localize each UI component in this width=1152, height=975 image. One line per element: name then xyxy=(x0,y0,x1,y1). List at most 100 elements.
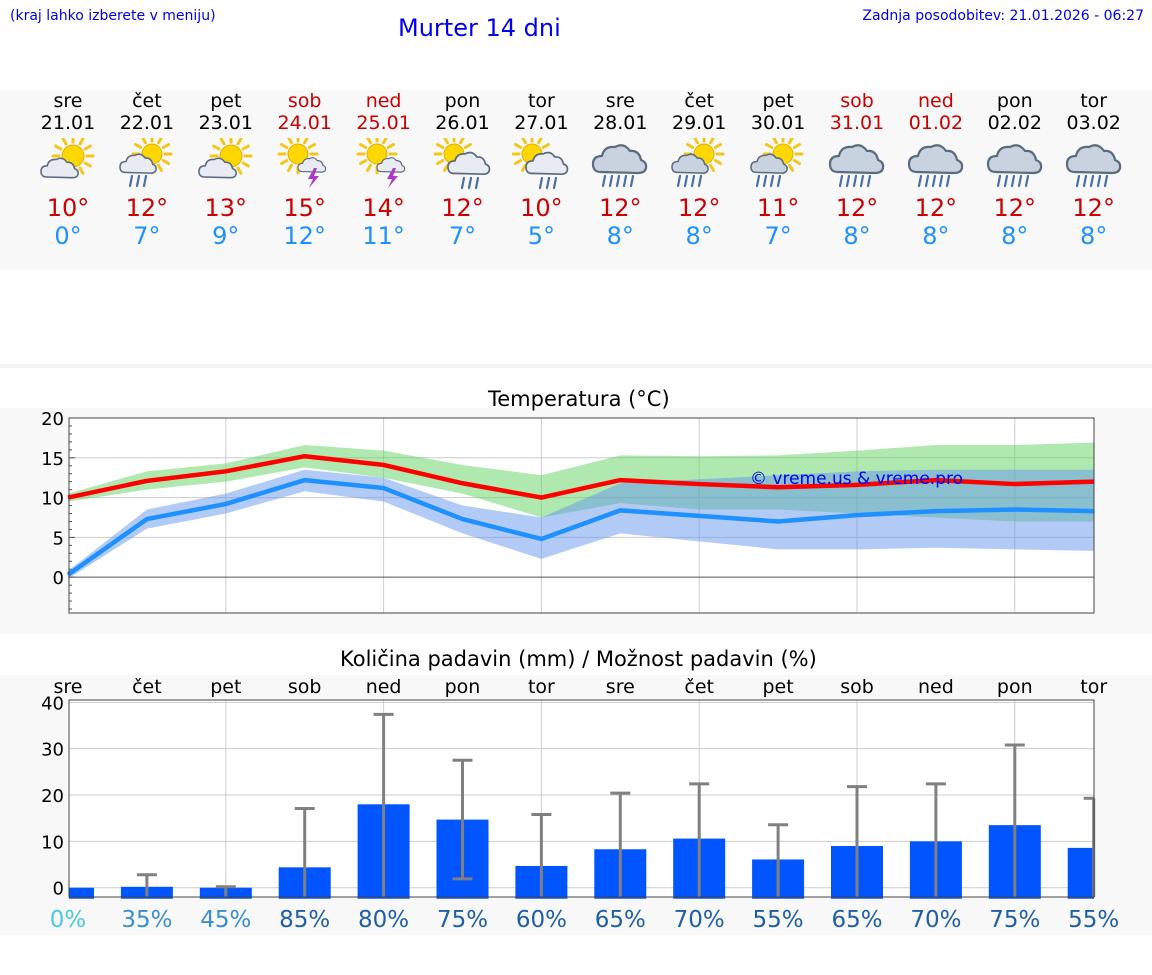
lightning-bolt xyxy=(307,168,319,188)
day-name: ned xyxy=(917,90,954,112)
heavy-rain-icon xyxy=(986,144,1043,188)
precipitation-bar xyxy=(69,887,94,899)
precipitation-plot-frame xyxy=(68,699,1095,898)
x-day-label: sob xyxy=(288,676,322,698)
rain-drops xyxy=(602,174,635,188)
max-temperature: 12° xyxy=(125,194,169,222)
precipitation-probability: 65% xyxy=(595,907,646,933)
forecast-day: tor 27.01 10° 5° xyxy=(501,90,581,250)
min-temperature: 8° xyxy=(685,222,713,250)
forecast-day: čet 29.01 12° 8° xyxy=(659,90,739,250)
x-day-label: tor xyxy=(528,676,555,698)
precipitation-chart-title: Količina padavin (mm) / Možnost padavin … xyxy=(340,647,817,671)
max-temperature: 10° xyxy=(520,194,563,222)
cloud-shape xyxy=(986,144,1043,175)
precipitation-probability: 75% xyxy=(437,907,488,933)
day-date: 02.02 xyxy=(987,112,1042,134)
precipitation-probability: 45% xyxy=(200,907,251,933)
max-temperature: 15° xyxy=(283,194,326,222)
day-name: pet xyxy=(210,90,242,112)
day-date: 28.01 xyxy=(593,112,648,134)
cloud-shape xyxy=(907,144,964,175)
cloud-shape xyxy=(750,153,788,174)
heavy-rain-icon xyxy=(1065,144,1121,188)
forecast-day: pet 23.01 13° 9° xyxy=(186,90,266,250)
day-name: čet xyxy=(684,90,714,112)
y-tick-label: 10 xyxy=(41,832,64,853)
min-temperature: 8° xyxy=(922,222,950,250)
cloud-shape xyxy=(119,153,157,174)
max-temperature: 12° xyxy=(1072,194,1115,222)
y-tick-label: 20 xyxy=(41,786,64,807)
day-date: 24.01 xyxy=(277,112,332,134)
forecast-day: čet 22.01 12° 7° xyxy=(107,90,187,250)
precipitation-bar xyxy=(1067,847,1094,899)
day-name: čet xyxy=(132,90,162,112)
day-name: sob xyxy=(287,90,322,112)
y-tick-label: 40 xyxy=(41,693,64,714)
precipitation-probability: 0% xyxy=(50,907,87,933)
section-divider xyxy=(0,364,1152,368)
forecast-day: pet 30.01 11° 7° xyxy=(738,90,818,250)
cloud-shape xyxy=(297,157,326,173)
day-name: sre xyxy=(53,90,83,112)
precipitation-probability: 85% xyxy=(279,907,330,933)
partly-cloudy-rain-icon xyxy=(119,138,173,188)
x-day-label: pet xyxy=(762,676,793,698)
day-name: pon xyxy=(996,90,1033,112)
rain-drops xyxy=(677,174,703,188)
last-update-text: Zadnja posodobitev: 21.01.2026 - 06:27 xyxy=(862,8,1144,24)
max-temperature: 12° xyxy=(599,194,642,222)
min-temperature: 11° xyxy=(362,222,405,250)
partly-cloudy-icon xyxy=(198,138,253,179)
precipitation-probability: 35% xyxy=(121,907,172,933)
min-temperature: 7° xyxy=(133,222,161,250)
precipitation-probability: 75% xyxy=(989,907,1040,933)
cloud-shape xyxy=(525,151,569,176)
precipitation-probability: 80% xyxy=(358,907,409,933)
rain-drops xyxy=(755,174,782,188)
forecast-day: ned 01.02 12° 8° xyxy=(896,90,976,250)
min-temperature: 12° xyxy=(283,222,326,250)
cloud-shape xyxy=(1065,144,1121,175)
heavy-rain-icon xyxy=(592,144,648,188)
cloud-shape xyxy=(198,157,237,179)
x-day-label: sre xyxy=(606,676,635,698)
min-temperature: 8° xyxy=(606,222,634,250)
sun-cloud-rain-icon xyxy=(512,138,569,190)
x-day-label: tor xyxy=(1080,676,1107,698)
partly-cloudy-heavy-rain-icon xyxy=(671,138,725,188)
forecast-day: ned 25.01 14° 11° xyxy=(344,90,424,250)
day-name: tor xyxy=(1080,90,1108,112)
max-temperature: 11° xyxy=(756,194,800,222)
page-title: Murter 14 dni xyxy=(398,14,561,42)
tmin-line xyxy=(66,477,1094,577)
day-name: sob xyxy=(840,90,874,112)
precipitation-probability: 55% xyxy=(753,907,804,933)
y-tick-label: 0 xyxy=(53,879,64,900)
min-temperature: 0° xyxy=(54,222,82,250)
cloud-shape xyxy=(446,151,490,176)
day-date: 22.01 xyxy=(119,112,175,134)
copyright-watermark: © vreme.us & vreme.pro xyxy=(750,469,963,489)
forecast-day: pon 26.01 12° 7° xyxy=(423,90,503,250)
y-tick-label: 10 xyxy=(41,489,64,510)
precipitation-probability: 60% xyxy=(516,907,567,933)
y-tick-label: 30 xyxy=(41,740,64,761)
forecast-day: sre 21.01 10° 0° xyxy=(28,90,108,250)
day-date: 03.02 xyxy=(1066,112,1121,134)
day-date: 01.02 xyxy=(908,112,964,134)
min-temperature: 7° xyxy=(448,222,477,250)
min-temperature: 7° xyxy=(764,222,792,250)
x-day-label: sre xyxy=(54,676,83,698)
heavy-rain-icon xyxy=(828,144,885,188)
lightning-bolt xyxy=(386,168,398,188)
day-date: 25.01 xyxy=(356,112,411,134)
x-day-label: pon xyxy=(445,676,481,698)
cloud-shape xyxy=(828,144,885,175)
day-date: 21.01 xyxy=(40,112,96,134)
day-date: 23.01 xyxy=(198,112,253,134)
partly-cloudy-heavy-rain-icon xyxy=(750,138,804,188)
x-day-label: čet xyxy=(684,676,714,698)
max-temperature: 14° xyxy=(362,194,405,222)
